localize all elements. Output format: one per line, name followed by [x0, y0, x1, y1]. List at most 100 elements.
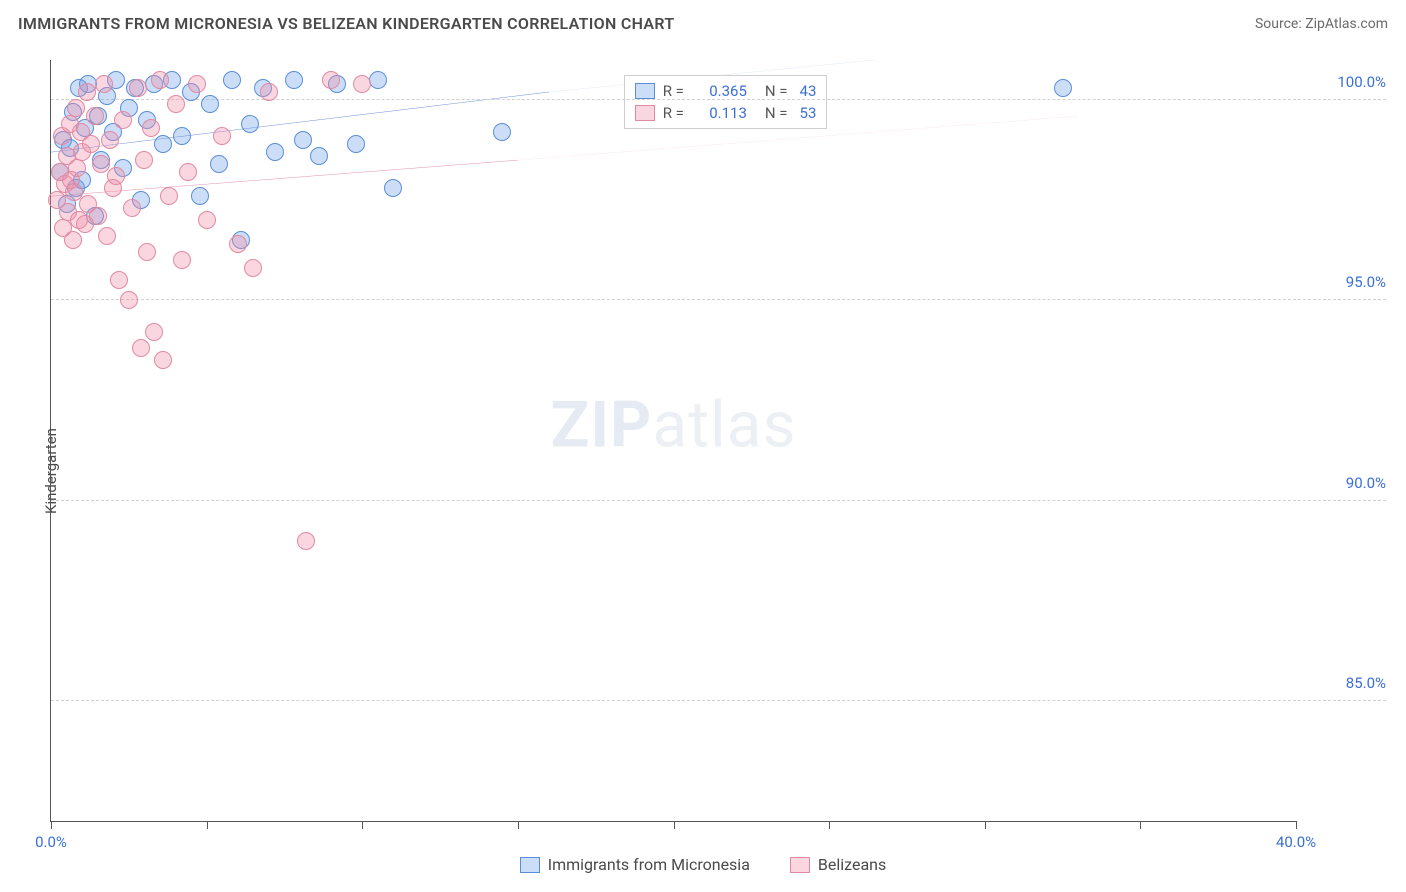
data-point-micronesia [493, 123, 511, 141]
data-point-belizeans [229, 235, 247, 253]
data-point-micronesia [173, 127, 191, 145]
data-point-belizeans [101, 131, 119, 149]
data-point-belizeans [95, 75, 113, 93]
data-point-micronesia [285, 71, 303, 89]
data-point-belizeans [353, 75, 371, 93]
chart-title: IMMIGRANTS FROM MICRONESIA VS BELIZEAN K… [18, 14, 674, 33]
data-point-micronesia [266, 143, 284, 161]
data-point-micronesia [154, 135, 172, 153]
legend-swatch [635, 83, 655, 99]
y-tick-label: 90.0% [1306, 474, 1386, 492]
data-point-belizeans [160, 187, 178, 205]
y-tick-label: 100.0% [1306, 73, 1386, 91]
data-point-micronesia [384, 179, 402, 197]
data-point-belizeans [142, 119, 160, 137]
legend-item: Immigrants from Micronesia [520, 855, 750, 874]
legend-swatch [790, 857, 810, 873]
x-tick [1296, 821, 1297, 829]
data-point-belizeans [114, 111, 132, 129]
x-tick [674, 821, 675, 829]
n-label: N = [765, 82, 788, 100]
data-point-belizeans [64, 231, 82, 249]
data-point-micronesia [347, 135, 365, 153]
r-value: 0.113 [692, 104, 747, 122]
data-point-belizeans [67, 99, 85, 117]
data-point-belizeans [110, 271, 128, 289]
data-point-belizeans [86, 107, 104, 125]
legend-row: R = 0.113 N = 53 [635, 102, 817, 124]
legend-label: Belizeans [818, 855, 886, 874]
x-tick [51, 821, 52, 829]
correlation-legend: R = 0.365 N = 43 R = 0.113 N = 53 [624, 75, 828, 129]
x-tick-label: 40.0% [1276, 833, 1316, 851]
chart-source: Source: ZipAtlas.com [1255, 16, 1388, 32]
data-point-belizeans [167, 95, 185, 113]
data-point-belizeans [322, 71, 340, 89]
data-point-belizeans [244, 259, 262, 277]
data-point-belizeans [213, 127, 231, 145]
data-point-micronesia [294, 131, 312, 149]
legend-item: Belizeans [790, 855, 886, 874]
data-point-belizeans [154, 351, 172, 369]
r-label: R = [663, 104, 684, 122]
data-point-belizeans [179, 163, 197, 181]
x-tick [518, 821, 519, 829]
r-value: 0.365 [692, 82, 747, 100]
data-point-belizeans [89, 207, 107, 225]
data-point-belizeans [188, 75, 206, 93]
watermark-rest: atlas [652, 388, 796, 463]
data-point-belizeans [107, 167, 125, 185]
data-point-belizeans [132, 339, 150, 357]
watermark-bold: ZIP [551, 388, 653, 463]
data-point-belizeans [129, 79, 147, 97]
data-point-belizeans [120, 291, 138, 309]
y-tick-label: 95.0% [1306, 273, 1386, 291]
data-point-belizeans [297, 532, 315, 550]
data-point-belizeans [173, 251, 191, 269]
n-value: 53 [800, 104, 817, 122]
gridline-h [51, 700, 1386, 701]
r-label: R = [663, 82, 684, 100]
data-point-belizeans [78, 83, 96, 101]
data-point-micronesia [1054, 79, 1072, 97]
data-point-micronesia [201, 95, 219, 113]
data-point-belizeans [198, 211, 216, 229]
data-point-belizeans [138, 243, 156, 261]
chart-header: IMMIGRANTS FROM MICRONESIA VS BELIZEAN K… [0, 0, 1406, 43]
n-value: 43 [800, 82, 817, 100]
x-tick [362, 821, 363, 829]
legend-swatch [635, 105, 655, 121]
watermark: ZIPatlas [551, 388, 797, 463]
data-point-belizeans [151, 71, 169, 89]
data-point-belizeans [260, 83, 278, 101]
data-point-belizeans [98, 227, 116, 245]
data-point-micronesia [223, 71, 241, 89]
data-point-belizeans [82, 135, 100, 153]
y-tick-label: 85.0% [1306, 674, 1386, 692]
data-point-belizeans [123, 199, 141, 217]
data-point-micronesia [210, 155, 228, 173]
data-point-micronesia [310, 147, 328, 165]
data-point-micronesia [241, 115, 259, 133]
data-point-micronesia [369, 71, 387, 89]
plot-region: ZIPatlas R =0.365N =43R =0.113N =53 85.0… [50, 60, 1296, 822]
trend-lines [51, 60, 1296, 821]
x-tick [985, 821, 986, 829]
data-point-micronesia [191, 187, 209, 205]
legend-label: Immigrants from Micronesia [548, 855, 750, 874]
gridline-h [51, 99, 1386, 100]
data-point-belizeans [92, 155, 110, 173]
data-point-belizeans [135, 151, 153, 169]
legend-swatch [520, 857, 540, 873]
series-legend: Immigrants from Micronesia Belizeans [0, 855, 1406, 874]
data-point-belizeans [68, 159, 86, 177]
gridline-h [51, 500, 1386, 501]
x-tick [1140, 821, 1141, 829]
data-point-belizeans [145, 323, 163, 341]
x-tick [207, 821, 208, 829]
n-label: N = [765, 104, 788, 122]
chart-area: Kindergarten ZIPatlas R =0.365N =43R =0.… [0, 50, 1406, 892]
x-tick [829, 821, 830, 829]
x-tick-label: 0.0% [35, 833, 67, 851]
gridline-h [51, 299, 1386, 300]
